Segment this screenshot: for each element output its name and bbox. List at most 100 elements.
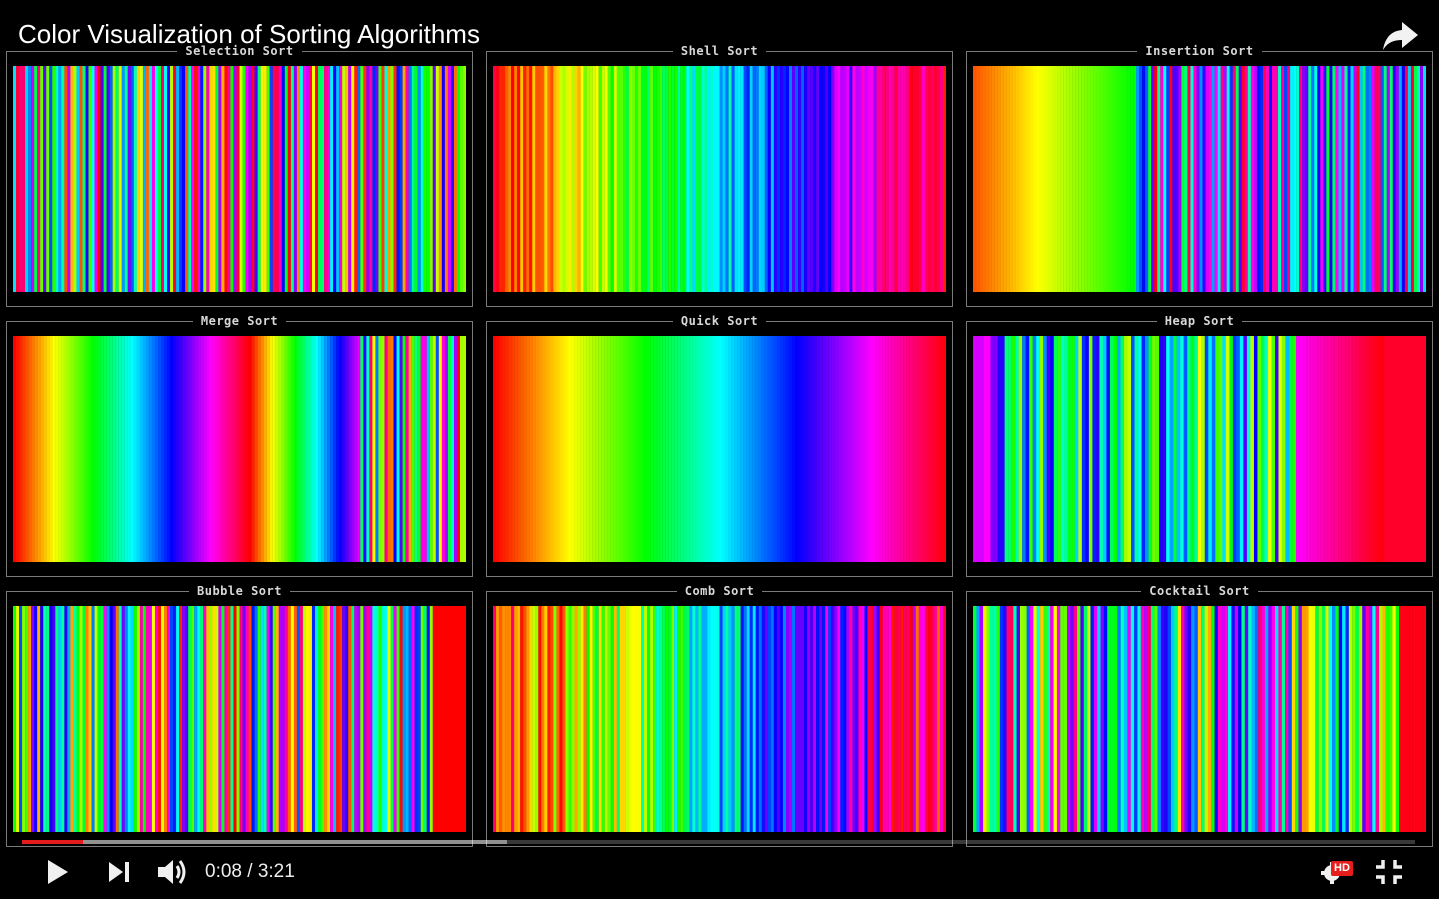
- color-bar: [807, 336, 811, 562]
- color-bar: [1130, 606, 1135, 832]
- color-bar: [810, 336, 814, 562]
- color-bar: [100, 66, 104, 292]
- color-bar: [680, 606, 684, 832]
- color-bar: [79, 336, 83, 562]
- color-bar: [616, 606, 620, 832]
- color-bar: [1318, 606, 1323, 832]
- color-bar: [607, 66, 611, 292]
- color-bar: [837, 606, 841, 832]
- color-bar: [1066, 606, 1071, 832]
- color-bar: [179, 606, 183, 832]
- color-bar: [64, 606, 68, 832]
- color-bar: [16, 66, 20, 292]
- color-bar: [426, 336, 430, 562]
- color-bar: [994, 336, 998, 562]
- color-bar: [269, 606, 273, 832]
- color-strip: [13, 606, 466, 832]
- color-bar: [1190, 336, 1195, 562]
- color-bar: [1226, 66, 1230, 292]
- color-bar: [610, 66, 614, 292]
- color-bar: [1167, 606, 1172, 832]
- color-bar: [659, 66, 663, 292]
- color-bar: [535, 66, 539, 292]
- volume-button[interactable]: [154, 854, 190, 890]
- color-bar: [1117, 66, 1122, 292]
- color-bar: [544, 336, 548, 562]
- color-bar: [885, 606, 889, 832]
- color-bar: [402, 66, 406, 292]
- color-bar: [782, 336, 787, 562]
- color-bar: [900, 66, 904, 292]
- color-bar: [912, 336, 916, 562]
- color-bar: [1183, 336, 1188, 562]
- color-bar: [604, 606, 608, 832]
- color-bar: [372, 66, 376, 292]
- color-bar: [390, 66, 394, 292]
- color-bar: [983, 606, 987, 832]
- color-bar: [755, 336, 759, 562]
- exit-fullscreen-button[interactable]: [1372, 856, 1406, 888]
- color-bar: [529, 66, 533, 292]
- color-bar: [275, 606, 279, 832]
- color-bar: [631, 336, 636, 562]
- color-bar: [248, 606, 252, 832]
- color-bar: [936, 606, 941, 832]
- color-bar: [918, 606, 922, 832]
- color-bar: [447, 66, 452, 292]
- color-bar: [1235, 66, 1239, 292]
- color-bar: [91, 336, 95, 562]
- color-bar: [130, 606, 134, 832]
- color-bar: [804, 66, 808, 292]
- color-bar: [1072, 66, 1076, 292]
- color-bar: [462, 606, 466, 832]
- color-bar: [713, 66, 717, 292]
- color-bar: [1207, 606, 1212, 832]
- color-bar: [1407, 66, 1412, 292]
- color-bar: [212, 336, 216, 562]
- color-bar: [405, 606, 409, 832]
- color-bar: [46, 336, 50, 562]
- color-bar: [598, 606, 602, 832]
- color-bar: [414, 66, 418, 292]
- color-bar: [538, 606, 542, 832]
- color-bar: [1032, 336, 1037, 562]
- color-bar: [876, 606, 880, 832]
- color-bar: [1097, 606, 1101, 832]
- color-bar: [426, 606, 430, 832]
- color-bar: [194, 336, 198, 562]
- color-bar: [653, 606, 657, 832]
- color-bar: [650, 66, 654, 292]
- color-bar: [1320, 336, 1325, 562]
- color-bar: [1248, 606, 1252, 832]
- color-bar: [517, 66, 521, 292]
- color-bar: [109, 66, 113, 292]
- color-bar: [550, 606, 554, 832]
- color-bar: [622, 606, 627, 832]
- color-bar: [1015, 336, 1019, 562]
- color-bar: [1107, 606, 1111, 832]
- color-bar: [761, 336, 765, 562]
- volume-icon: [158, 860, 186, 884]
- color-bar: [420, 606, 424, 832]
- color-bar: [1324, 336, 1328, 562]
- color-bar: [1285, 606, 1289, 832]
- color-bar: [164, 66, 168, 292]
- color-bar: [429, 606, 433, 832]
- color-bar: [843, 66, 847, 292]
- color-bar: [441, 606, 446, 832]
- play-button[interactable]: [40, 854, 74, 890]
- color-bar: [746, 66, 750, 292]
- color-bar: [1093, 606, 1098, 832]
- color-bar: [990, 336, 995, 562]
- color-bar: [662, 606, 666, 832]
- share-button[interactable]: [1380, 18, 1420, 54]
- color-bar: [616, 336, 620, 562]
- next-button[interactable]: [103, 856, 135, 888]
- color-bar: [1060, 606, 1064, 832]
- progress-bar[interactable]: [22, 840, 1415, 844]
- color-bar: [13, 66, 17, 292]
- color-bar: [1134, 336, 1139, 562]
- color-bar: [1347, 66, 1351, 292]
- color-bar: [689, 336, 693, 562]
- color-bar: [13, 336, 17, 562]
